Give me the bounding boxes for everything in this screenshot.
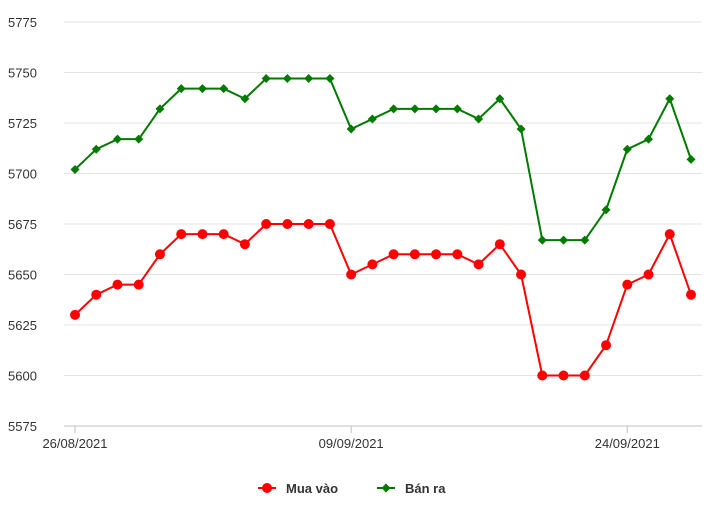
data-point[interactable] [516,269,527,280]
data-point[interactable] [537,235,547,245]
data-point[interactable] [112,134,122,144]
y-tick-label: 5725 [8,116,37,131]
data-point[interactable] [303,219,314,229]
y-tick-label: 5675 [8,217,37,232]
data-point[interactable] [133,279,144,290]
legend-item-ban-ra[interactable]: Bán ra [377,481,446,496]
series-line [74,77,692,242]
data-point[interactable] [346,124,356,134]
data-point[interactable] [70,309,80,320]
y-tick-label: 5700 [8,167,37,182]
data-point[interactable] [197,84,207,94]
data-point[interactable] [261,74,271,84]
y-tick-label: 5650 [8,268,37,283]
x-tick-label: 26/08/2021 [42,436,107,451]
y-tick-label: 5775 [8,15,37,30]
data-point[interactable] [474,114,484,124]
data-point[interactable] [324,219,335,229]
y-tick-label: 5600 [8,369,37,384]
legend-label: Mua vào [286,481,338,496]
data-point[interactable] [218,229,229,240]
data-point[interactable] [537,370,548,381]
data-point[interactable] [70,164,80,174]
data-point[interactable] [664,229,675,240]
y-axis: 5575 5600 5625 5650 5675 5700 5725 5750 5775 [8,15,37,434]
data-point[interactable] [176,229,187,240]
data-point[interactable] [239,239,250,250]
data-point[interactable] [282,219,293,229]
data-point[interactable] [452,104,462,114]
x-axis: 26/08/2021 09/09/2021 24/09/2021 [42,426,660,451]
data-point[interactable] [325,74,335,84]
data-point[interactable] [367,114,377,124]
y-tick-label: 5750 [8,66,37,81]
legend: Mua vào Bán ra [258,481,446,496]
series-layer [70,74,696,381]
data-point[interactable] [452,249,463,260]
data-point[interactable] [388,249,399,260]
data-point[interactable] [601,340,612,351]
legend-label: Bán ra [405,481,446,496]
series-ban-ra [70,74,696,245]
data-point[interactable] [686,289,696,300]
data-point[interactable] [473,259,484,270]
series-line [74,223,692,377]
legend-circle-marker [262,483,272,493]
data-point[interactable] [559,235,569,245]
data-point[interactable] [304,74,314,84]
legend-diamond-marker [381,483,391,493]
data-point[interactable] [261,219,272,229]
data-point[interactable] [112,279,123,290]
data-point[interactable] [197,229,208,240]
data-point[interactable] [644,134,654,144]
data-point[interactable] [91,289,102,300]
series-mua-vao [70,219,696,381]
data-point[interactable] [558,370,569,381]
data-point[interactable] [686,154,696,164]
data-point[interactable] [409,249,420,260]
y-tick-label: 5575 [8,419,37,434]
data-point[interactable] [580,235,590,245]
legend-item-mua-vao[interactable]: Mua vào [258,481,338,496]
data-point[interactable] [622,144,632,154]
x-tick-label: 09/09/2021 [319,436,384,451]
data-point[interactable] [346,269,357,280]
data-point[interactable] [91,144,101,154]
data-point[interactable] [431,249,442,260]
data-point[interactable] [219,84,229,94]
data-point[interactable] [154,249,165,260]
data-point[interactable] [579,370,590,381]
data-point[interactable] [240,94,250,104]
data-point[interactable] [495,94,505,104]
data-point[interactable] [410,104,420,114]
y-tick-label: 5625 [8,318,37,333]
data-point[interactable] [601,205,611,215]
data-point[interactable] [643,269,654,280]
data-point[interactable] [389,104,399,114]
data-point[interactable] [155,104,165,114]
gridlines [64,21,702,427]
data-point[interactable] [622,279,633,290]
data-point[interactable] [282,74,292,84]
data-point[interactable] [367,259,378,270]
data-point[interactable] [516,124,526,134]
data-point[interactable] [134,134,144,144]
data-point[interactable] [431,104,441,114]
data-point[interactable] [176,84,186,94]
x-tick-label: 24/09/2021 [595,436,660,451]
data-point[interactable] [494,239,505,250]
data-point[interactable] [665,94,675,104]
